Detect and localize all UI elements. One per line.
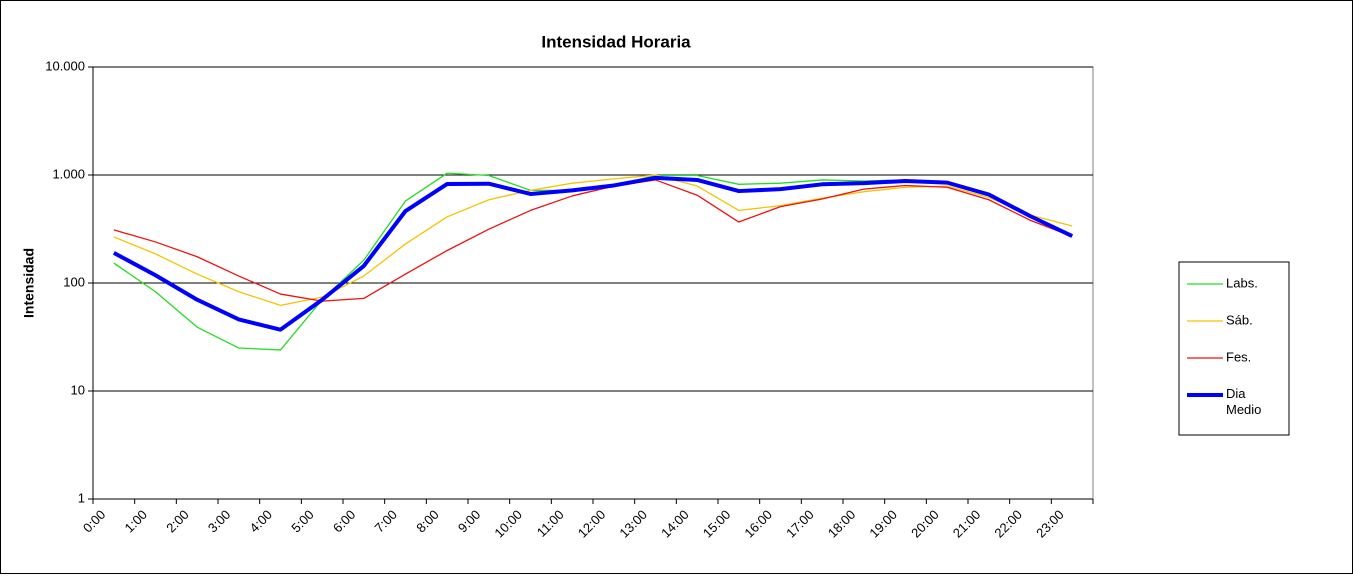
legend-box [1178,261,1290,436]
series-line [112,175,1074,332]
y-tick-label: 100 [63,274,85,289]
legend-label: Labs. [1226,275,1258,290]
y-tick-label: 10 [71,382,85,397]
legend-label: Sáb. [1226,312,1253,327]
y-axis-label: Intensidad [21,248,37,318]
y-tick-label: 1 [78,490,85,505]
legend-label: Fes. [1226,349,1251,364]
series-line [113,179,1073,302]
legend-label: Dia Medio [1226,386,1261,417]
y-tick-label: 1.000 [52,166,85,181]
chart-title: Intensidad Horaria [541,32,691,51]
series-line [113,174,1073,307]
y-tick-label: 10.000 [45,58,85,73]
